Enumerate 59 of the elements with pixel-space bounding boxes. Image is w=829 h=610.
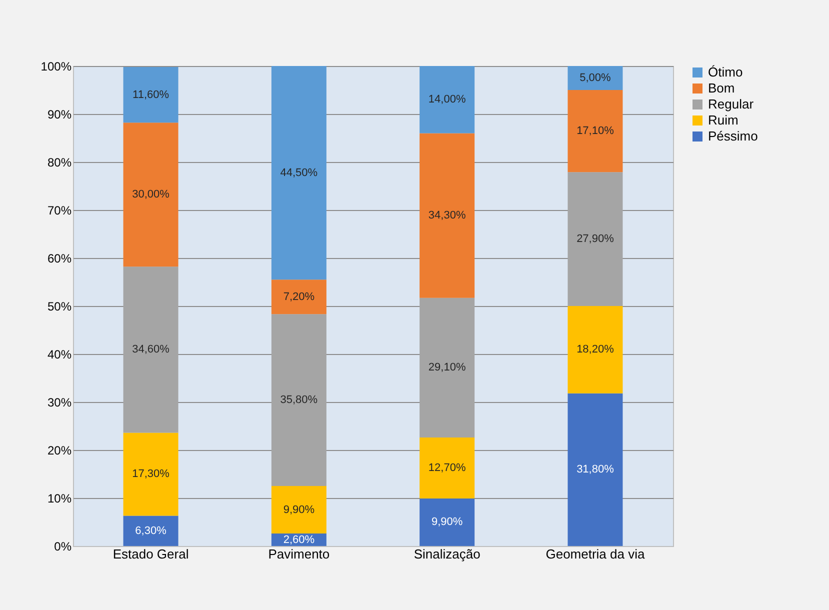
data-label: 17,30% (132, 468, 170, 480)
bar (123, 122, 178, 267)
legend-label: Regular (708, 96, 754, 112)
data-label: 34,30% (428, 210, 466, 222)
data-label: 11,60% (132, 88, 170, 101)
y-tick-label: 60% (47, 252, 72, 266)
data-label: 9,90% (431, 516, 463, 528)
bar (271, 280, 326, 314)
bar (568, 90, 623, 172)
bar (568, 393, 623, 546)
bar (123, 516, 178, 546)
y-tick-label: 20% (47, 444, 72, 458)
bar (420, 438, 475, 498)
legend-label: Ruim (708, 112, 738, 128)
data-label: 31,80% (576, 464, 614, 476)
bar (271, 486, 326, 534)
data-label: 7,20% (283, 290, 315, 303)
data-label: 30,00% (132, 188, 170, 201)
y-tick-label: 40% (47, 348, 72, 362)
data-label: 12,70% (428, 462, 466, 474)
y-tick-label: 30% (47, 396, 72, 410)
bar (123, 66, 178, 123)
y-tick-label: 90% (47, 108, 72, 122)
bar (271, 66, 326, 280)
y-tick-label: 10% (47, 492, 72, 506)
data-label: 35,80% (280, 394, 318, 406)
bar (420, 298, 475, 438)
data-label: 2,60% (283, 534, 315, 546)
bar (123, 266, 178, 433)
data-label: 18,20% (576, 344, 614, 356)
data-label: 27,90% (576, 233, 614, 246)
bar (568, 172, 623, 306)
data-label: 14,00% (428, 94, 466, 106)
data-label: 34,60% (132, 344, 170, 356)
data-label: 6,30% (135, 524, 167, 537)
data-label: 44,50% (280, 166, 318, 179)
y-tick-label: 50% (47, 300, 72, 314)
data-label: 29,10% (428, 362, 466, 374)
bar (420, 498, 475, 546)
bar (420, 133, 475, 298)
legend-label: Ótimo (708, 64, 743, 80)
data-label: 9,90% (283, 504, 315, 516)
y-tick-label: 70% (47, 204, 72, 218)
bar (568, 306, 623, 394)
bar (271, 314, 326, 486)
x-tick-label: Pavimento (268, 546, 330, 562)
data-label: 17,10% (576, 125, 614, 138)
y-tick-label: 0% (54, 540, 72, 554)
bar (420, 66, 475, 134)
bar (568, 66, 623, 90)
bar (123, 432, 178, 516)
x-tick-label: Sinalização (414, 546, 480, 562)
x-tick-label: Estado Geral (112, 546, 189, 562)
y-tick-label: 100% (40, 60, 72, 74)
legend-label: Péssimo (708, 128, 758, 144)
y-tick-label: 80% (47, 156, 72, 170)
x-tick-label: Geometria da via (546, 546, 646, 562)
data-label: 5,00% (580, 72, 612, 84)
legend-label: Bom (708, 80, 735, 96)
